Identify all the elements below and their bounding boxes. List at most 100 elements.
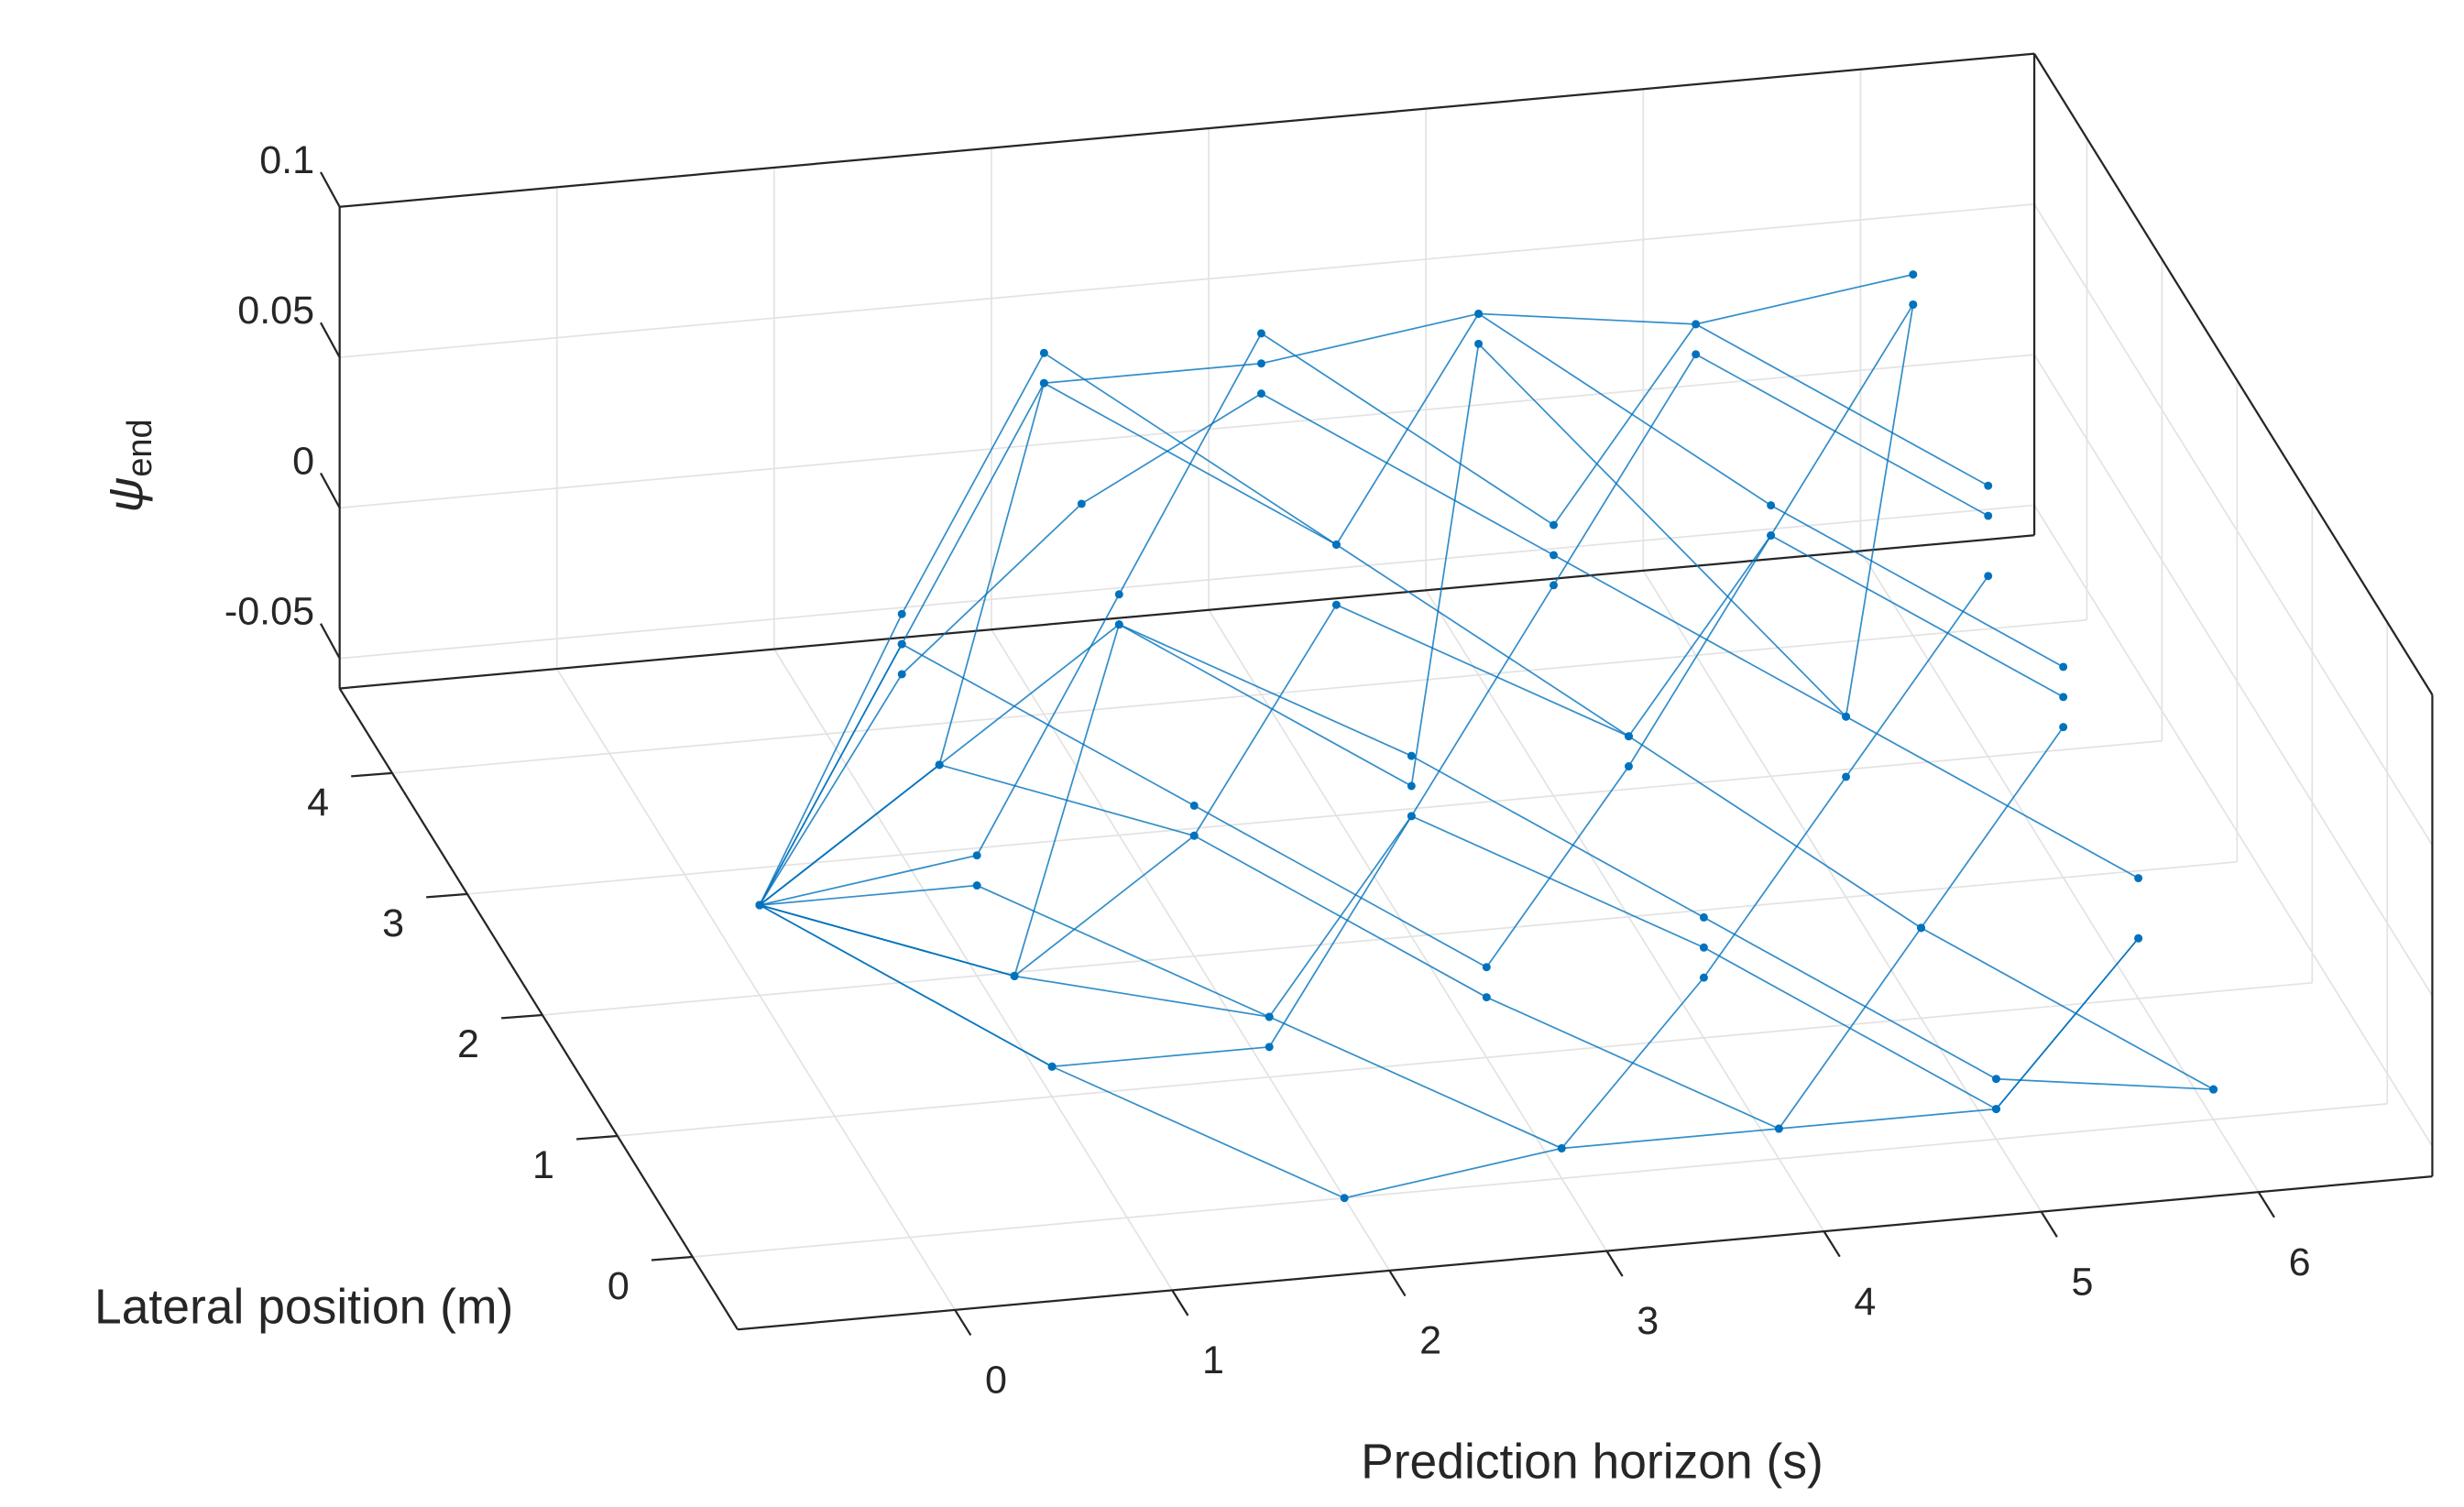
node xyxy=(1550,551,1558,560)
node xyxy=(1699,973,1708,982)
grid-line xyxy=(466,739,2163,895)
z-tick-label: 0.05 xyxy=(237,289,314,333)
node xyxy=(1767,501,1776,510)
axis-line xyxy=(339,52,2035,208)
node xyxy=(1774,1124,1783,1133)
node xyxy=(1331,541,1341,549)
node xyxy=(897,670,906,679)
axis-line xyxy=(2033,53,2434,695)
node xyxy=(1984,572,1993,581)
node xyxy=(2134,934,2143,943)
node xyxy=(1407,781,1416,791)
node xyxy=(1474,339,1484,348)
z-axis-symbol: ψ xyxy=(100,477,154,513)
node xyxy=(1114,590,1123,599)
grid-line xyxy=(391,618,2087,774)
grid-line xyxy=(617,981,2313,1137)
node xyxy=(1114,620,1123,629)
tick-mark xyxy=(320,472,341,508)
grid-line xyxy=(542,860,2238,1016)
trajectory xyxy=(759,604,2214,1090)
tick-mark xyxy=(2040,1211,2058,1238)
grid-line xyxy=(692,1103,2388,1258)
grid-line xyxy=(1208,609,1608,1251)
tick-mark xyxy=(1171,1289,1189,1316)
node xyxy=(935,760,944,770)
node xyxy=(1256,329,1265,338)
x-axis-label: Prediction horizon (s) xyxy=(1361,1436,1823,1490)
node xyxy=(1624,732,1633,741)
node xyxy=(1991,1075,2000,1084)
tick-mark xyxy=(575,1134,618,1141)
x-tick-label: 6 xyxy=(2289,1240,2311,1284)
grid-line xyxy=(2033,504,2434,1147)
tick-mark xyxy=(501,1013,543,1020)
node xyxy=(1265,1043,1274,1052)
trajectory xyxy=(759,392,2140,906)
trajectory xyxy=(759,352,2064,906)
node xyxy=(1256,359,1265,368)
node xyxy=(1692,320,1701,329)
trajectory xyxy=(759,322,1989,906)
node xyxy=(1039,378,1048,388)
node xyxy=(2059,723,2068,732)
grid-line xyxy=(1859,550,2260,1193)
axis-line xyxy=(737,1174,2433,1331)
grid-line xyxy=(2033,354,2434,997)
node xyxy=(1189,831,1199,840)
node xyxy=(2209,1085,2218,1094)
z-axis-subscript: end xyxy=(121,419,159,476)
node xyxy=(1699,943,1708,952)
node xyxy=(1767,531,1776,540)
trajectory xyxy=(759,304,1914,977)
y-tick-label: 4 xyxy=(307,781,329,824)
grid-line xyxy=(1425,589,1825,1232)
node xyxy=(1550,520,1558,530)
grid-line xyxy=(339,354,2035,509)
node xyxy=(1842,772,1851,781)
trajectory xyxy=(759,575,1989,1199)
tick-mark xyxy=(320,322,341,358)
node xyxy=(2134,874,2143,883)
tick-mark xyxy=(1823,1230,1841,1258)
node xyxy=(755,901,764,910)
axis-line xyxy=(339,534,2035,690)
grid-line xyxy=(339,203,2035,358)
grid-line xyxy=(2033,203,2434,846)
node xyxy=(1692,350,1701,359)
tick-mark xyxy=(1605,1250,1624,1277)
tick-mark xyxy=(320,623,341,660)
node xyxy=(1077,499,1086,508)
tick-mark xyxy=(351,771,393,778)
tick-mark xyxy=(426,892,468,899)
tick-mark xyxy=(651,1255,693,1261)
node xyxy=(1047,1062,1057,1071)
node xyxy=(1909,270,1918,279)
node xyxy=(1991,1105,2000,1114)
node xyxy=(1917,923,1926,933)
node xyxy=(1984,481,1993,490)
y-axis-label: Lateral position (m) xyxy=(94,1281,513,1335)
z-tick-label: 0 xyxy=(292,439,314,483)
grid-line xyxy=(339,504,2035,660)
trajectory xyxy=(759,273,1913,906)
node xyxy=(1699,912,1708,922)
tick-mark xyxy=(320,171,341,208)
x-tick-label: 4 xyxy=(1854,1280,1876,1324)
grid-line xyxy=(556,668,956,1311)
node xyxy=(1265,1012,1274,1021)
node xyxy=(1189,801,1199,810)
node xyxy=(1407,751,1416,760)
node xyxy=(972,851,981,860)
grid-line xyxy=(1642,570,2042,1213)
x-tick-label: 3 xyxy=(1637,1299,1659,1343)
x-tick-label: 1 xyxy=(1202,1338,1224,1382)
grid-line xyxy=(773,649,1173,1291)
node xyxy=(1340,1194,1349,1203)
node xyxy=(1482,963,1491,972)
node xyxy=(1331,600,1341,609)
node xyxy=(897,639,906,649)
node xyxy=(1984,511,1993,520)
